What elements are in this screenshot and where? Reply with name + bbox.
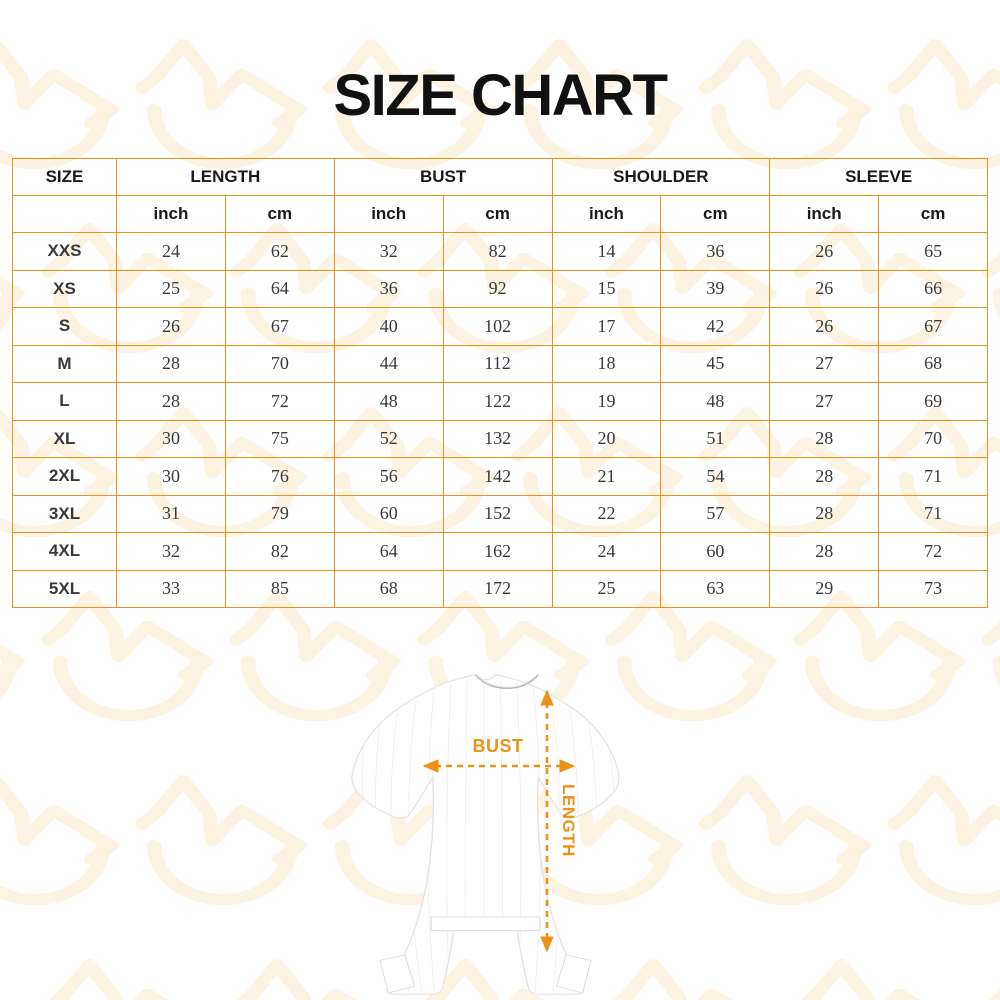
svg-text:LENGTH: LENGTH <box>559 784 578 857</box>
svg-text:BUST: BUST <box>473 736 524 756</box>
